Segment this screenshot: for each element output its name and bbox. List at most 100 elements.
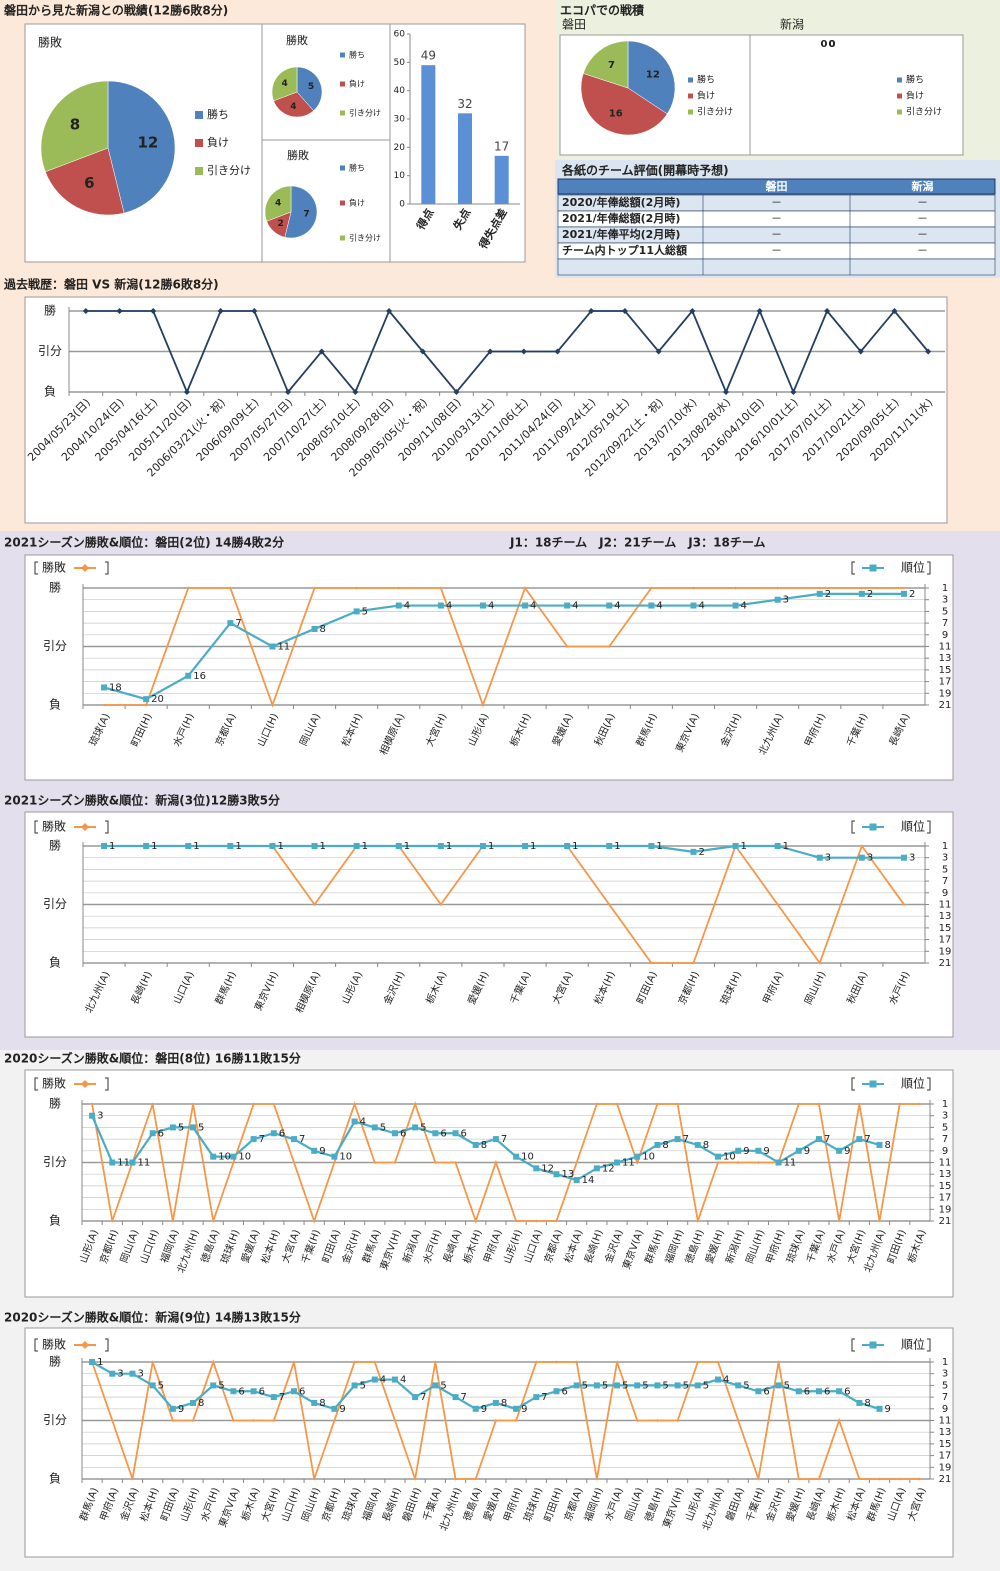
data-label: 6 [400, 1128, 406, 1139]
y2-tick-label: 19 [939, 1204, 952, 1215]
point [169, 1405, 176, 1412]
data-label: 1 [320, 841, 326, 852]
point [655, 1102, 659, 1106]
data-label: 8 [662, 1140, 668, 1151]
data-label: 9 [885, 1404, 891, 1415]
data-label: 8 [481, 1140, 487, 1151]
point [353, 608, 360, 615]
legend-bracket [34, 1077, 38, 1091]
point [723, 389, 729, 395]
data-label: 11 [277, 642, 290, 653]
point [130, 1477, 134, 1481]
y2-tick-label: 21 [939, 700, 952, 711]
point [649, 586, 653, 590]
point [143, 843, 150, 849]
point [211, 1219, 215, 1223]
point [129, 1159, 136, 1166]
point [634, 1153, 641, 1160]
point [395, 843, 402, 849]
table-cell: － [771, 244, 782, 257]
point [432, 1382, 439, 1389]
data-label: 10 [238, 1152, 251, 1163]
point [311, 1399, 318, 1406]
point [185, 672, 192, 679]
legend-marker [869, 1080, 877, 1088]
point [89, 1112, 96, 1119]
y2-tick-label: 17 [939, 1451, 952, 1462]
point [553, 1171, 560, 1178]
data-label: 1 [277, 841, 283, 852]
pie-slice [40, 80, 109, 173]
legend-marker [340, 110, 345, 116]
legend-label: 勝敗 [42, 819, 66, 834]
legend-label: 引き分け [697, 107, 733, 118]
point [655, 348, 662, 355]
data-label: 5 [362, 606, 368, 617]
series-line [91, 1359, 920, 1480]
data-label: 10 [723, 1152, 736, 1163]
legend-bracket [105, 820, 109, 834]
data-label: 1 [362, 841, 368, 852]
table-cell: － [917, 212, 928, 225]
y2-tick-label: 9 [942, 1404, 948, 1415]
legend-marker [897, 109, 902, 115]
point [272, 1419, 276, 1422]
point [432, 1130, 439, 1137]
point [674, 1136, 681, 1143]
point [101, 843, 108, 849]
point [90, 1102, 94, 1106]
data-label: 1 [151, 841, 157, 852]
y2-tick-label: 3 [942, 1111, 948, 1122]
legend-label: 引き分け [349, 234, 381, 243]
point [690, 602, 697, 609]
point [735, 1147, 742, 1154]
data-label: 3 [137, 1369, 143, 1380]
data-label: 16 [193, 671, 206, 682]
point [453, 389, 460, 395]
series-line [85, 308, 929, 395]
point [857, 348, 864, 355]
legend-label: 引き分け [906, 107, 942, 118]
point [171, 1419, 175, 1422]
point [332, 1419, 336, 1422]
chart-title: 2020シーズン勝敗&順位：磐田(8位) 16勝11敗15分 [4, 1051, 301, 1066]
point [902, 586, 906, 590]
legend-bracket [105, 561, 109, 575]
y2-tick-label: 21 [939, 958, 952, 969]
point [251, 308, 258, 314]
point [474, 1477, 478, 1481]
point [250, 1136, 257, 1143]
y2-tick-label: 1 [942, 841, 948, 852]
point [252, 1419, 256, 1422]
data-label: 6 [804, 1386, 810, 1397]
data-label: 10 [218, 1152, 231, 1163]
data-label: 8 [703, 1140, 709, 1151]
y-tick-label: 勝 [49, 838, 61, 853]
data-label: 7 [683, 1134, 689, 1145]
y2-tick-label: 21 [939, 1216, 952, 1227]
annotation: J1：18チーム J2：21チーム J3：18チーム [509, 536, 765, 550]
legend-label: 勝敗 [42, 1076, 66, 1091]
pie-slice [296, 66, 323, 112]
point [621, 308, 628, 314]
data-label: 6 [84, 174, 94, 192]
point [694, 1141, 701, 1148]
y-tick-label: 10 [394, 171, 406, 181]
point [481, 703, 485, 707]
y2-tick-label: 9 [942, 630, 948, 641]
data-label: 4 [741, 601, 747, 612]
data-label: 5 [683, 1380, 689, 1391]
series-line [91, 1101, 920, 1224]
legend-label: 勝ち [697, 74, 715, 86]
data-label: 6 [824, 1386, 830, 1397]
point [900, 590, 907, 597]
data-label: 5 [178, 1122, 184, 1133]
chart-title: 新潟 [780, 17, 804, 32]
legend-bracket [851, 1338, 855, 1352]
data-label: 2 [909, 589, 915, 600]
point [898, 1477, 902, 1481]
legend-marker [340, 52, 345, 58]
point [494, 1161, 498, 1164]
